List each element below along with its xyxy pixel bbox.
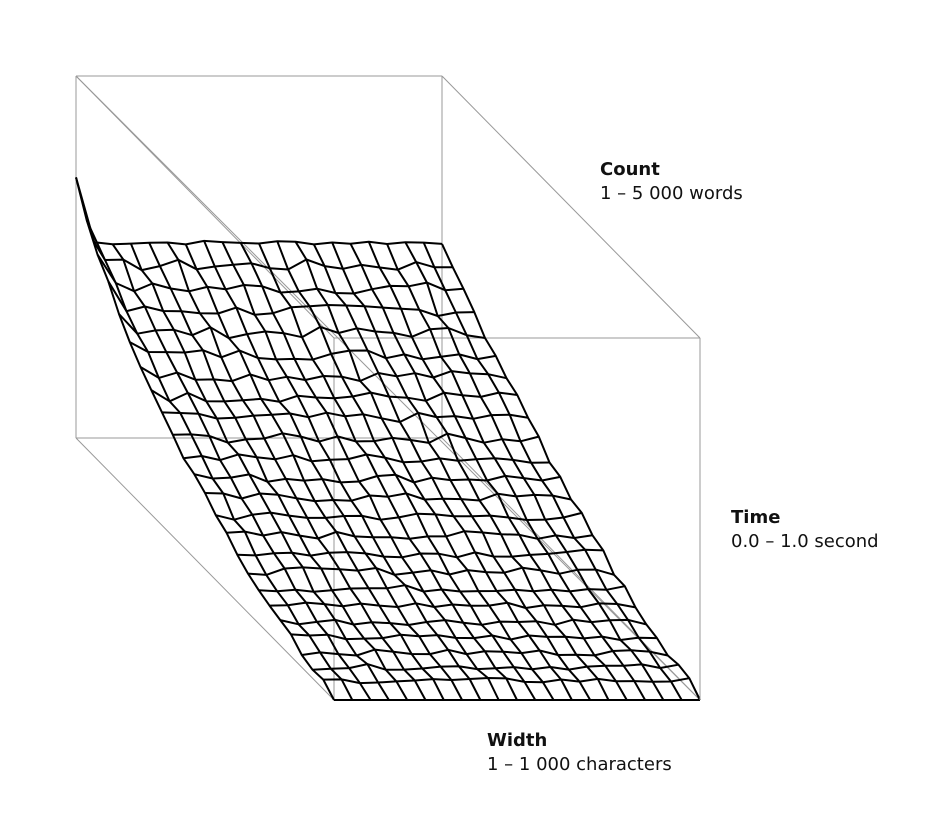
surface-depth-line xyxy=(422,242,683,701)
bounding-box-back-edges xyxy=(75,75,701,701)
box-edge xyxy=(75,437,335,701)
count-axis-range: 1 – 5 000 words xyxy=(600,183,743,204)
count-axis-name: Count xyxy=(600,159,660,180)
width-axis-range: 1 – 1 000 characters xyxy=(487,754,672,775)
surface-depth-line xyxy=(184,244,445,701)
surface-depth-line xyxy=(404,241,665,701)
surface-depth-line xyxy=(93,241,354,701)
surface-depth-line xyxy=(148,242,409,701)
box-edge xyxy=(441,75,701,339)
surface-depth-line xyxy=(239,242,500,701)
width-axis-name: Width xyxy=(487,730,548,751)
surface-width-line xyxy=(85,220,453,272)
surface-depth-line xyxy=(203,240,463,701)
surface-depth-line xyxy=(276,240,537,701)
surface-depth-line xyxy=(367,241,628,701)
width-axis-label: Width 1 – 1 000 characters xyxy=(487,729,672,777)
time-axis-name: Time xyxy=(731,507,781,528)
surface-depth-line xyxy=(294,241,555,701)
surface-depth-line xyxy=(441,243,701,701)
time-axis-range: 0.0 – 1.0 second xyxy=(731,531,879,552)
surface-depth-line xyxy=(386,243,646,701)
surface-depth-line xyxy=(313,243,573,701)
time-axis-label: Time 0.0 – 1.0 second xyxy=(731,506,879,554)
surface-depth-line xyxy=(129,243,390,701)
surface-depth-line xyxy=(331,242,592,701)
surface-width-line xyxy=(75,177,443,246)
surface-depth-line xyxy=(221,241,482,701)
bounding-box-front-edges xyxy=(441,75,701,700)
surface-depth-line xyxy=(75,177,335,701)
surface-depth-line xyxy=(111,243,372,701)
surface-mesh xyxy=(75,177,701,701)
surface-depth-line xyxy=(166,241,427,701)
box-edge xyxy=(441,437,701,701)
count-axis-label: Count 1 – 5 000 words xyxy=(600,158,743,206)
surface-depth-line xyxy=(258,243,518,701)
box-edge xyxy=(75,75,701,701)
box-edge xyxy=(75,75,335,339)
surface-depth-line xyxy=(349,243,610,701)
